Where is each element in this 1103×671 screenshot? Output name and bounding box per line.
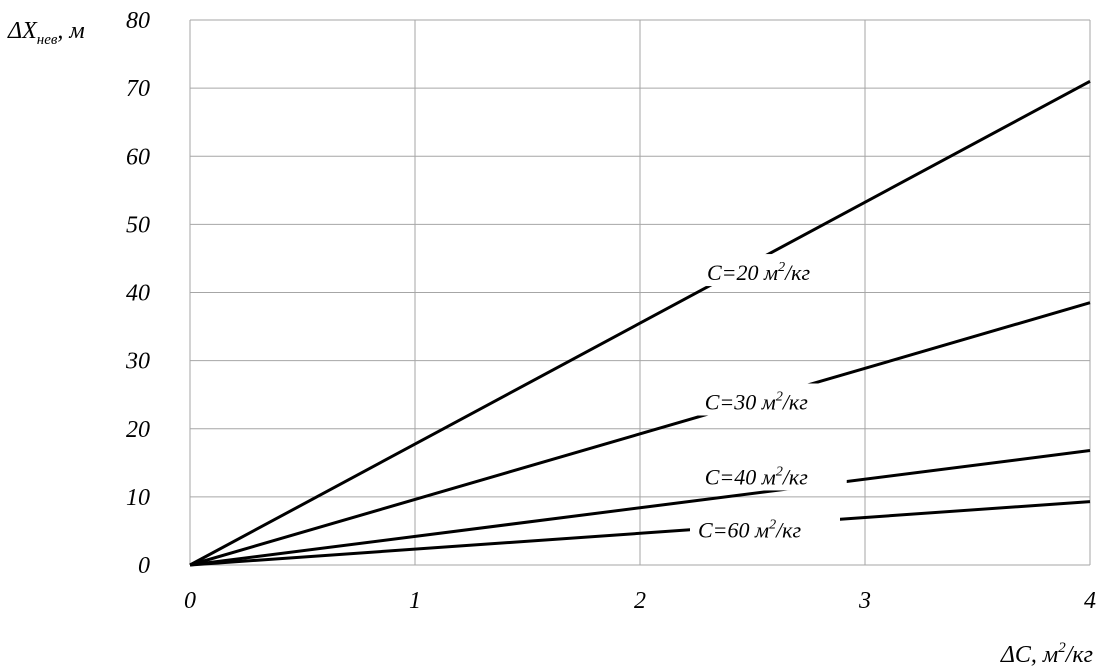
- y-axis-title-main: ΔX: [7, 18, 38, 44]
- y-tick-label: 40: [126, 281, 150, 307]
- series-line: [189, 301, 1091, 567]
- y-axis-title-tail: , м: [57, 18, 84, 44]
- y-tick-label: 50: [126, 212, 150, 238]
- x-tick-label: 2: [634, 588, 646, 614]
- series-line: [189, 79, 1091, 567]
- y-tick-label: 30: [125, 349, 150, 375]
- x-axis-title: ΔC, м2/кг: [1000, 640, 1093, 668]
- x-axis-title-tail: /кг: [1064, 642, 1093, 668]
- y-tick-label: 0: [138, 553, 150, 579]
- x-tick-label: 0: [184, 588, 196, 614]
- x-tick-label: 1: [409, 588, 421, 614]
- y-tick-label: 10: [126, 485, 150, 511]
- series-label: C=20 м2/кг: [707, 260, 810, 285]
- y-tick-label: 20: [126, 417, 150, 443]
- series-label-background: [690, 511, 840, 544]
- series-label: C=30 м2/кг: [705, 390, 808, 415]
- x-tick-label: 3: [858, 588, 871, 614]
- y-axis-title-sub: нев: [37, 32, 58, 48]
- series-line: [189, 500, 1091, 567]
- series-label-background: [699, 254, 849, 287]
- x-tick-label: 4: [1084, 588, 1096, 614]
- y-tick-label: 70: [126, 76, 150, 102]
- series-label: C=60 м2/кг: [698, 518, 801, 543]
- y-tick-label: 80: [126, 8, 150, 34]
- x-axis-title-sup: 2: [1058, 640, 1066, 656]
- series-label-background: [696, 458, 847, 491]
- series-labels: C=20 м2/кг C=30 м2/кг C=40 м2/кг C=60 м2/кг: [690, 254, 849, 544]
- y-tick-label: 60: [126, 144, 150, 170]
- series-lines: [189, 79, 1091, 567]
- grid: [189, 19, 1091, 566]
- series-line: [189, 449, 1091, 567]
- x-axis-title-main: ΔC, м: [1000, 642, 1058, 668]
- series-label-background: [696, 383, 847, 416]
- series-label: C=40 м2/кг: [705, 464, 808, 489]
- y-axis-title: ΔXнев, м: [7, 18, 85, 48]
